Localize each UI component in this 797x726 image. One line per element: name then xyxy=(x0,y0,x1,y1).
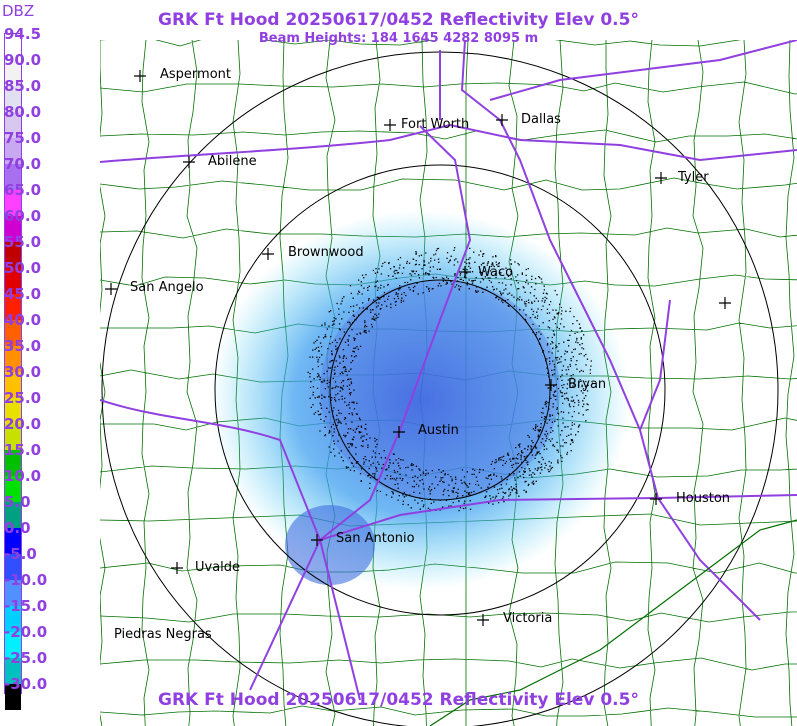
colorbar-segment xyxy=(5,450,21,476)
colorbar-segment xyxy=(5,216,21,242)
colorbar-tick-label: 40.0 xyxy=(4,311,42,329)
colorbar-tick-label: 35.0 xyxy=(4,337,42,355)
city-label-brownwood: Brownwood xyxy=(288,245,364,260)
colorbar-tick-label: 80.0 xyxy=(4,103,42,121)
city-label-san-angelo: San Angelo xyxy=(130,280,204,295)
colorbar-tick-label: 0.0 xyxy=(4,519,31,537)
coastline xyxy=(429,519,797,726)
radar-echoes xyxy=(210,210,630,590)
city-label-uvalde: Uvalde xyxy=(195,560,241,575)
colorbar-tick-label: -30.0 xyxy=(4,675,48,693)
colorbar-segment xyxy=(5,606,21,632)
map-title: GRK Ft Hood 20250617/0452 Reflectivity E… xyxy=(158,10,639,30)
colorbar-segment xyxy=(5,658,21,684)
city-label-aspermont: Aspermont xyxy=(160,67,231,82)
colorbar-segment xyxy=(5,190,21,216)
city-label-abilene: Abilene xyxy=(208,154,257,169)
colorbar-tick-label: -10.0 xyxy=(4,571,48,589)
colorbar-tick-label: -25.0 xyxy=(4,649,48,667)
colorbar-tick-label: 50.0 xyxy=(4,259,42,277)
highways xyxy=(100,40,797,701)
colorbar-segment xyxy=(5,424,21,450)
colorbar-segment xyxy=(5,60,21,86)
city-label-waco: Waco xyxy=(478,265,514,280)
colorbar-segment xyxy=(5,242,21,268)
colorbar-segment xyxy=(5,502,21,528)
reflectivity-colorbar xyxy=(4,33,22,710)
colorbar-segment xyxy=(5,112,21,138)
colorbar-segment xyxy=(5,528,21,554)
colorbar-segment xyxy=(5,86,21,112)
colorbar-segment xyxy=(5,684,21,710)
colorbar-tick-label: 60.0 xyxy=(4,207,42,225)
map-title-bottom: GRK Ft Hood 20250617/0452 Reflectivity E… xyxy=(158,690,639,710)
colorbar-tick-label: 15.0 xyxy=(4,441,42,459)
colorbar-tick-label: 70.0 xyxy=(4,155,42,173)
city-label-tyler: Tyler xyxy=(678,170,709,185)
clutter-dots xyxy=(307,247,594,512)
city-label-piedras-negras: Piedras Negras xyxy=(114,627,212,642)
colorbar-tick-label: 25.0 xyxy=(4,389,42,407)
city-label-fort-worth: Fort Worth xyxy=(401,117,470,132)
city-label-austin: Austin xyxy=(418,423,459,438)
city-markers xyxy=(105,70,731,626)
colorbar-segment xyxy=(5,398,21,424)
colorbar-tick-label: -5.0 xyxy=(4,545,37,563)
colorbar-segment xyxy=(5,346,21,372)
colorbar-segment xyxy=(5,268,21,294)
colorbar-tick-label: -20.0 xyxy=(4,623,48,641)
colorbar-segment xyxy=(5,294,21,320)
colorbar-tick-label: 90.0 xyxy=(4,51,42,69)
colorbar-tick-label: 65.0 xyxy=(4,181,42,199)
colorbar-segment xyxy=(5,372,21,398)
colorbar-tick-label: 5.0 xyxy=(4,493,31,511)
city-label-houston: Houston xyxy=(676,491,731,506)
colorbar-segment xyxy=(5,34,21,60)
colorbar-segment xyxy=(5,138,21,164)
colorbar-tick-label: 20.0 xyxy=(4,415,42,433)
colorbar-tick-label: 55.0 xyxy=(4,233,42,251)
colorbar-tick-label: 45.0 xyxy=(4,285,42,303)
beam-heights-subtitle: Beam Heights: 184 1645 4282 8095 m xyxy=(258,31,539,46)
colorbar-segment xyxy=(5,554,21,580)
colorbar-tick-label: 85.0 xyxy=(4,77,42,95)
colorbar-tick-label: 75.0 xyxy=(4,129,42,147)
scale-unit-label: DBZ xyxy=(2,2,35,20)
colorbar-tick-label: -15.0 xyxy=(4,597,48,615)
colorbar-segment xyxy=(5,320,21,346)
ground-clutter xyxy=(307,247,594,512)
city-label-victoria: Victoria xyxy=(503,611,553,626)
colorbar-tick-label: 30.0 xyxy=(4,363,42,381)
city-label-bryan: Bryan xyxy=(568,377,607,392)
colorbar-segment xyxy=(5,632,21,658)
city-label-san-antonio: San Antonio xyxy=(336,531,415,546)
city-label-dallas: Dallas xyxy=(521,112,561,127)
colorbar-segment xyxy=(5,580,21,606)
colorbar-tick-label: 10.0 xyxy=(4,467,42,485)
colorbar-segment xyxy=(5,164,21,190)
colorbar-tick-label: 94.5 xyxy=(4,25,42,43)
colorbar-segment xyxy=(5,476,21,502)
